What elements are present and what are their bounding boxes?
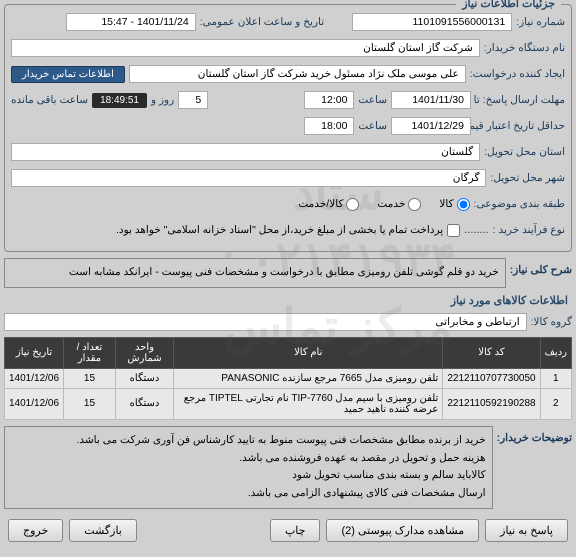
goods-group-label: گروه کالا: [531, 316, 572, 328]
table-row[interactable]: 1 2212110707730050 تلفن رومیزی مدل 7665 … [5, 368, 572, 388]
deadline2-label: مهلت ارسال پاسخ: تا تاریخ: [475, 94, 565, 106]
requester-value: علی موسی ملک نژاد مسئول خرید شرکت گاز اس… [129, 65, 466, 83]
pub-date-value: 1401/11/24 - 15:47 [66, 13, 196, 31]
cell-qty: 15 [64, 368, 116, 388]
back-button[interactable]: بازگشت [69, 519, 137, 542]
cell-unit: دستگاه [115, 368, 173, 388]
remaining-lbl: ساعت باقی مانده [11, 94, 88, 106]
classification-radios: کالا خدمت کالا/خدمت [298, 198, 469, 211]
city-value: گرگان [11, 169, 486, 187]
reply-button[interactable]: پاسخ به نیاز [485, 519, 568, 542]
treasury-checkbox-label: پرداخت تمام یا بخشی از مبلغ خرید،از محل … [116, 224, 443, 236]
radio-goods-lbl: کالا [439, 198, 453, 210]
details-fieldset: جزئیات اطلاعات نیاز شماره نیاز: 11010915… [4, 4, 572, 252]
deadline-label: حداقل تاریخ اعتبار قیمت تا تاریخ: [475, 120, 565, 132]
province-label: استان محل تحویل: [484, 146, 565, 158]
need-desc-label: شرح کلی نیاز: [510, 258, 572, 288]
cell-code: 2212110707730050 [443, 368, 540, 388]
classification-label: طبقه بندی موضوعی: [474, 198, 565, 210]
cell-idx: 2 [540, 388, 571, 419]
radio-service-lbl: خدمت [377, 198, 405, 210]
panel-title: جزئیات اطلاعات نیاز [456, 0, 561, 10]
treasury-checkbox[interactable] [447, 224, 460, 237]
radio-service[interactable] [408, 198, 421, 211]
cell-code: 2212110592190288 [443, 388, 540, 419]
deadline2-time: 12:00 [304, 91, 354, 109]
radio-both-lbl: کالا/خدمت [298, 198, 343, 210]
buyer-notes-label: توضیحات خریدار: [497, 426, 572, 509]
cell-idx: 1 [540, 368, 571, 388]
dotted: ........ [464, 224, 488, 236]
cell-name: تلفن رومیزی مدل 7665 مرجع سازنده PANASON… [174, 368, 443, 388]
need-number-value: 1101091556000131 [352, 13, 512, 31]
view-attachments-button[interactable]: مشاهده مدارک پیوستی (2) [326, 519, 479, 542]
radio-both[interactable] [346, 198, 359, 211]
cell-name: تلفن رومیزی با سیم مدل TIP-7760 نام تجار… [174, 388, 443, 419]
col-unit: واحد شمارش [115, 337, 173, 368]
cell-qty: 15 [64, 388, 116, 419]
contact-button[interactable]: اطلاعات تماس خریدار [11, 66, 125, 83]
requester-label: ایجاد کننده درخواست: [470, 68, 565, 80]
items-section-title: اطلاعات کالاهای مورد نیاز [8, 294, 568, 307]
table-row[interactable]: 2 2212110592190288 تلفن رومیزی با سیم مد… [5, 388, 572, 419]
buyer-name-value: شرکت گاز استان گلستان [11, 39, 480, 57]
buyer-notes-box: خرید از برنده مطابق مشخصات فنی پیوست منو… [4, 426, 493, 509]
buyer-note-line: کالاباید سالم و بسته بندی مناسب تحویل شو… [11, 468, 486, 484]
hour-lbl-2: ساعت [358, 120, 387, 132]
remaining-time: 18:49:51 [92, 93, 147, 108]
purchase-type-label: نوع فرآیند خرید : [493, 224, 565, 236]
print-button[interactable]: چاپ [270, 519, 321, 542]
deadline2-date: 1401/11/30 [391, 91, 471, 109]
province-value: گلستان [11, 143, 480, 161]
goods-group-value: ارتباطی و مخابراتی [4, 313, 527, 331]
need-desc-value: خرید دو قلم گوشی تلفن رومیزی مطابق با در… [4, 258, 506, 288]
items-table: ردیف کد کالا نام کالا واحد شمارش تعداد /… [4, 337, 572, 420]
exit-button[interactable]: خروج [8, 519, 63, 542]
col-name: نام کالا [174, 337, 443, 368]
need-number-label: شماره نیاز: [516, 16, 565, 28]
col-code: کد کالا [443, 337, 540, 368]
pub-date-label: تاریخ و ساعت اعلان عمومی: [200, 16, 324, 28]
cell-date: 1401/12/06 [5, 368, 64, 388]
and-lbl: روز و [151, 94, 174, 106]
buyer-note-line: هزینه حمل و تحویل در مقصد به عهده فروشند… [11, 451, 486, 467]
city-label: شهر محل تحویل: [490, 172, 565, 184]
deadline-time: 18:00 [304, 117, 354, 135]
remaining-days: 5 [178, 91, 208, 109]
buyer-note-line: خرید از برنده مطابق مشخصات فنی پیوست منو… [11, 433, 486, 449]
col-idx: ردیف [540, 337, 571, 368]
hour-lbl-1: ساعت [358, 94, 387, 106]
cell-date: 1401/12/06 [5, 388, 64, 419]
radio-goods[interactable] [457, 198, 470, 211]
col-qty: تعداد / مقدار [64, 337, 116, 368]
col-date: تاریخ نیاز [5, 337, 64, 368]
deadline-date: 1401/12/29 [391, 117, 471, 135]
cell-unit: دستگاه [115, 388, 173, 419]
buyer-name-label: نام دستگاه خریدار: [484, 42, 565, 54]
buyer-note-line: ارسال مشخصات فنی کالای پیشنهادی الزامی م… [11, 486, 486, 502]
